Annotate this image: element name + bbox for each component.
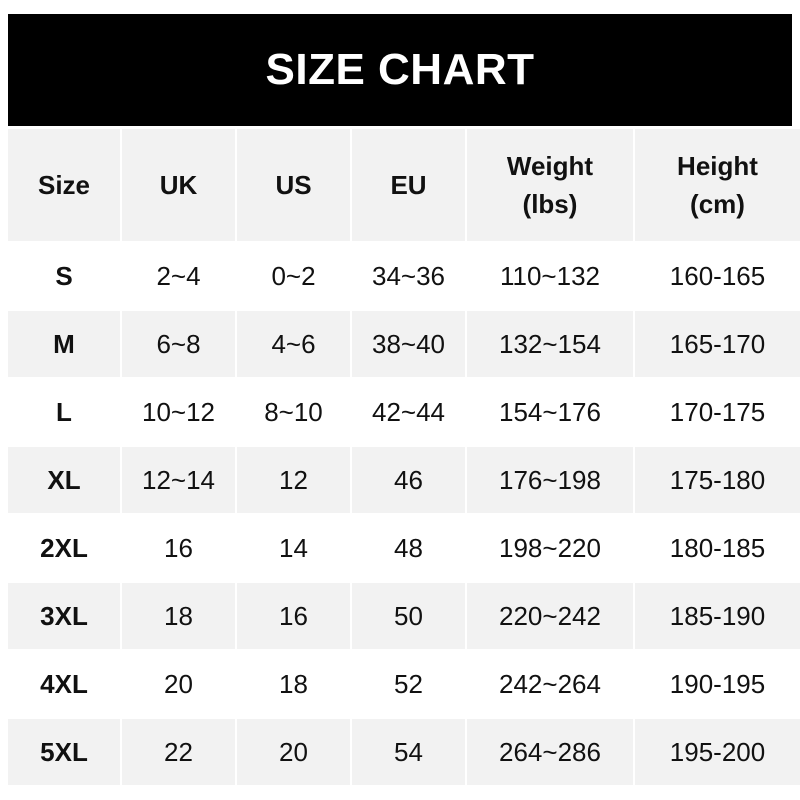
- cell-uk: 6~8: [122, 311, 235, 377]
- cell-size: 2XL: [8, 515, 120, 581]
- cell-height: 190-195: [635, 651, 800, 717]
- cell-us: 14: [237, 515, 350, 581]
- header-label: US: [275, 170, 312, 200]
- header-us: US: [237, 129, 350, 241]
- cell-weight: 198~220: [467, 515, 633, 581]
- cell-eu: 52: [352, 651, 465, 717]
- cell-uk: 22: [122, 719, 235, 785]
- cell-height: 195-200: [635, 719, 800, 785]
- size-chart-table: Size UK US EU Weight (lbs) Height (cm) S 2~4 0~2 3…: [6, 127, 800, 787]
- cell-eu: 54: [352, 719, 465, 785]
- cell-uk: 18: [122, 583, 235, 649]
- table-row: M 6~8 4~6 38~40 132~154 165-170: [8, 311, 800, 377]
- cell-size: M: [8, 311, 120, 377]
- cell-weight: 176~198: [467, 447, 633, 513]
- header-label: Height: [677, 151, 758, 181]
- table-row: L 10~12 8~10 42~44 154~176 170-175: [8, 379, 800, 445]
- size-chart-title: SIZE CHART: [8, 14, 792, 126]
- cell-height: 175-180: [635, 447, 800, 513]
- cell-size: L: [8, 379, 120, 445]
- cell-weight: 110~132: [467, 243, 633, 309]
- cell-us: 4~6: [237, 311, 350, 377]
- cell-uk: 16: [122, 515, 235, 581]
- header-label: EU: [390, 170, 427, 200]
- table-row: 2XL 16 14 48 198~220 180-185: [8, 515, 800, 581]
- cell-height: 170-175: [635, 379, 800, 445]
- cell-size: S: [8, 243, 120, 309]
- header-label: Size: [37, 170, 91, 200]
- header-height: Height (cm): [635, 129, 800, 241]
- table-row: 5XL 22 20 54 264~286 195-200: [8, 719, 800, 785]
- cell-eu: 48: [352, 515, 465, 581]
- cell-size: 4XL: [8, 651, 120, 717]
- header-row: Size UK US EU Weight (lbs) Height (cm): [8, 129, 800, 241]
- cell-size: 3XL: [8, 583, 120, 649]
- cell-eu: 42~44: [352, 379, 465, 445]
- cell-eu: 38~40: [352, 311, 465, 377]
- cell-size: XL: [8, 447, 120, 513]
- cell-height: 180-185: [635, 515, 800, 581]
- table-row: 4XL 20 18 52 242~264 190-195: [8, 651, 800, 717]
- cell-us: 0~2: [237, 243, 350, 309]
- cell-uk: 20: [122, 651, 235, 717]
- cell-us: 16: [237, 583, 350, 649]
- cell-us: 18: [237, 651, 350, 717]
- cell-weight: 132~154: [467, 311, 633, 377]
- header-unit: (cm): [690, 189, 745, 219]
- cell-eu: 50: [352, 583, 465, 649]
- header-label: UK: [159, 170, 198, 200]
- cell-us: 12: [237, 447, 350, 513]
- header-uk: UK: [122, 129, 235, 241]
- table-row: S 2~4 0~2 34~36 110~132 160-165: [8, 243, 800, 309]
- cell-weight: 264~286: [467, 719, 633, 785]
- cell-size: 5XL: [8, 719, 120, 785]
- cell-height: 185-190: [635, 583, 800, 649]
- cell-weight: 154~176: [467, 379, 633, 445]
- cell-uk: 2~4: [122, 243, 235, 309]
- header-label: Weight: [506, 151, 594, 181]
- cell-us: 20: [237, 719, 350, 785]
- table-row: XL 12~14 12 46 176~198 175-180: [8, 447, 800, 513]
- cell-weight: 220~242: [467, 583, 633, 649]
- table-row: 3XL 18 16 50 220~242 185-190: [8, 583, 800, 649]
- cell-uk: 10~12: [122, 379, 235, 445]
- header-weight: Weight (lbs): [467, 129, 633, 241]
- cell-us: 8~10: [237, 379, 350, 445]
- header-eu: EU: [352, 129, 465, 241]
- header-unit: (lbs): [522, 189, 578, 219]
- cell-eu: 46: [352, 447, 465, 513]
- cell-height: 165-170: [635, 311, 800, 377]
- cell-uk: 12~14: [122, 447, 235, 513]
- header-size: Size: [8, 129, 120, 241]
- cell-eu: 34~36: [352, 243, 465, 309]
- cell-height: 160-165: [635, 243, 800, 309]
- cell-weight: 242~264: [467, 651, 633, 717]
